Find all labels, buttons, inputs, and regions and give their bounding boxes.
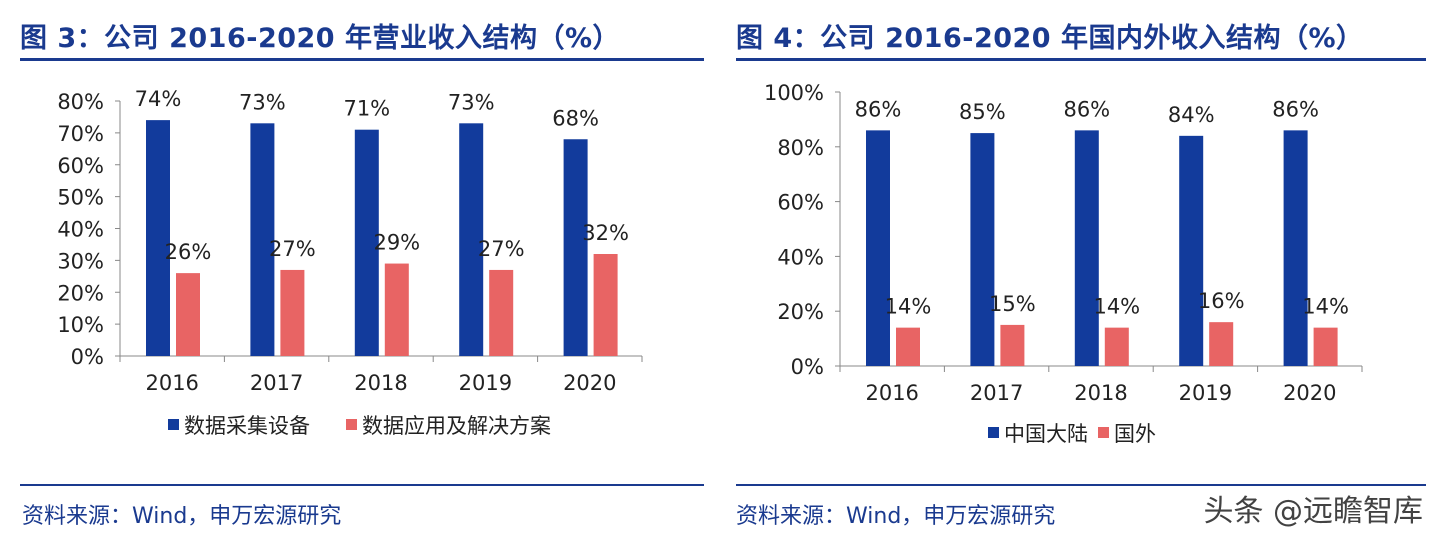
bar xyxy=(1104,327,1129,366)
x-tick-label: 2020 xyxy=(1283,381,1336,405)
bar xyxy=(250,123,275,356)
data-label: 15% xyxy=(989,292,1036,316)
source-note: 资料来源：Wind，申万宏源研究 xyxy=(736,504,1056,529)
bar xyxy=(1000,324,1025,366)
y-tick-label: 50% xyxy=(57,186,104,210)
data-label: 73% xyxy=(448,90,495,114)
data-label: 14% xyxy=(1302,295,1349,319)
data-label: 16% xyxy=(1198,289,1245,313)
chart-title: 图 4：公司 2016-2020 年国内外收入结构（%） xyxy=(736,23,1364,54)
legend-label: 数据应用及解决方案 xyxy=(362,414,551,438)
y-tick-label: 0% xyxy=(71,345,104,369)
title-divider xyxy=(736,58,1426,61)
data-label: 86% xyxy=(855,97,902,121)
x-tick-label: 2018 xyxy=(1074,381,1127,405)
y-tick-label: 30% xyxy=(57,249,104,273)
y-tick-label: 100% xyxy=(764,81,824,105)
data-label: 86% xyxy=(1063,97,1110,121)
bar xyxy=(593,254,618,356)
bar xyxy=(866,130,890,366)
bar xyxy=(489,269,514,356)
y-tick-label: 40% xyxy=(57,218,104,242)
x-tick-label: 2017 xyxy=(970,381,1023,405)
bar xyxy=(1074,130,1099,366)
data-label: 14% xyxy=(885,295,932,319)
bar xyxy=(896,327,920,366)
y-tick-label: 60% xyxy=(777,191,824,215)
y-tick-label: 10% xyxy=(57,313,104,337)
bar xyxy=(146,120,170,356)
source-divider xyxy=(20,484,704,486)
chart-title: 图 3：公司 2016-2020 年营业收入结构（%） xyxy=(20,23,621,54)
bar xyxy=(1283,130,1308,366)
bar xyxy=(1313,327,1338,366)
source-divider xyxy=(736,484,1426,486)
y-tick-label: 20% xyxy=(57,281,104,305)
legend-label: 数据采集设备 xyxy=(184,414,310,438)
bar xyxy=(563,139,588,356)
x-tick-label: 2016 xyxy=(865,381,918,405)
y-tick-label: 20% xyxy=(777,300,824,324)
data-label: 14% xyxy=(1093,295,1140,319)
x-tick-label: 2016 xyxy=(145,371,198,395)
legend-label: 国外 xyxy=(1114,422,1156,446)
bar-chart-region-structure: 0% 20% 40% 60% 80% 100% 2016 2017 2018 2019 2020 86… xyxy=(764,81,1363,446)
legend-label: 中国大陆 xyxy=(1004,422,1088,446)
bar xyxy=(280,269,305,356)
legend-swatch xyxy=(988,427,999,438)
data-label: 29% xyxy=(373,231,420,255)
data-label: 84% xyxy=(1168,103,1215,127)
y-tick-label: 40% xyxy=(777,245,824,269)
legend-swatch xyxy=(168,419,179,430)
data-label: 27% xyxy=(478,237,525,261)
data-label: 85% xyxy=(959,100,1006,124)
data-label: 86% xyxy=(1272,97,1319,121)
x-tick-label: 2019 xyxy=(459,371,512,395)
y-tick-label: 70% xyxy=(57,122,104,146)
bar-chart-revenue-structure: 0% 10% 20% 30% 40% 50% 60% 70% 80% 2016 2017 2018 20… xyxy=(57,87,643,438)
data-label: 71% xyxy=(343,97,390,121)
data-label: 74% xyxy=(135,87,182,111)
y-tick-label: 80% xyxy=(777,136,824,160)
data-label: 32% xyxy=(582,221,629,245)
y-tick-label: 0% xyxy=(791,355,824,379)
bar xyxy=(1209,322,1234,366)
bar xyxy=(384,263,409,356)
x-tick-label: 2017 xyxy=(250,371,303,395)
y-tick-label: 60% xyxy=(57,154,104,178)
bar xyxy=(1179,135,1204,366)
data-label: 73% xyxy=(239,90,286,114)
title-divider xyxy=(20,58,704,61)
x-tick-label: 2019 xyxy=(1179,381,1232,405)
bar xyxy=(459,123,484,356)
watermark: 头条 @远瞻智库 xyxy=(1203,494,1423,529)
data-label: 68% xyxy=(552,106,599,130)
bar xyxy=(176,273,200,356)
bar xyxy=(354,129,379,356)
legend-swatch xyxy=(1098,427,1109,438)
x-tick-label: 2020 xyxy=(563,371,616,395)
data-label: 26% xyxy=(165,240,212,264)
bar xyxy=(970,133,995,366)
source-note: 资料来源：Wind，申万宏源研究 xyxy=(22,504,342,529)
chart-panel-left: 图 3：公司 2016-2020 年营业收入结构（%） 0% 10% 20% 30% 4… xyxy=(0,0,720,540)
data-label: 27% xyxy=(269,237,316,261)
x-tick-label: 2018 xyxy=(354,371,407,395)
chart-panel-right: 图 4：公司 2016-2020 年国内外收入结构（%） 0% 20% 40% 60%… xyxy=(720,0,1441,540)
y-tick-label: 80% xyxy=(57,90,104,114)
legend-swatch xyxy=(346,419,357,430)
